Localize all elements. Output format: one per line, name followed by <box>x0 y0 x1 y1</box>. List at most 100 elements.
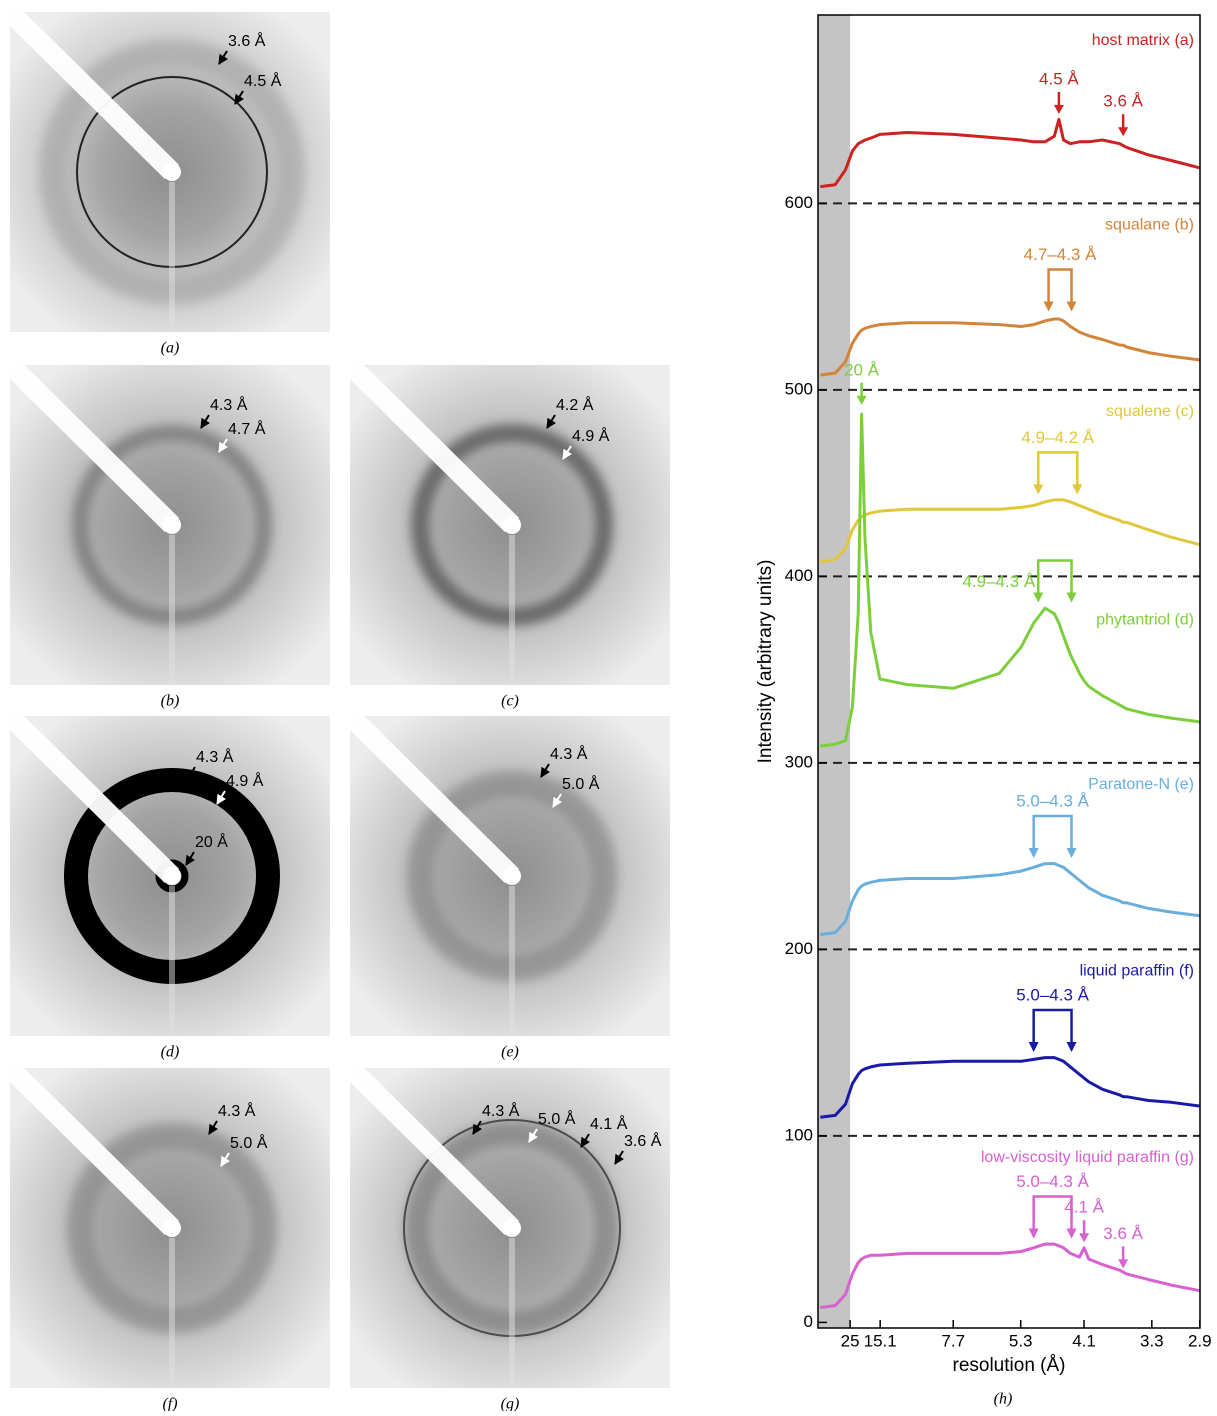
x-tick-label: 5.3 <box>1009 1331 1033 1350</box>
beam-center <box>163 516 181 534</box>
arrow-head <box>1029 848 1039 858</box>
y-axis-label: Intensity (arbitrary units) <box>755 560 776 764</box>
panel-label: (c) <box>501 693 519 710</box>
arrow-head <box>1067 592 1077 602</box>
shaded-region <box>818 15 850 1328</box>
diffraction-panel: 4.3 Å5.0 Å(f) <box>0 1058 330 1411</box>
y-tick-label: 600 <box>785 193 813 212</box>
diffraction-panel: 4.3 Å4.9 Å20 Å(d) <box>0 706 330 1061</box>
annotation-label: 3.6 Å <box>1103 1224 1143 1243</box>
panel-label: (b) <box>161 693 180 710</box>
annotation-label: 4.9–4.2 Å <box>1021 428 1094 447</box>
annotation: 3.6 Å <box>1103 92 1143 137</box>
annotation: 5.0–4.3 Å <box>1016 791 1089 858</box>
y-tick-label: 0 <box>804 1312 813 1331</box>
diffraction-image <box>340 355 670 685</box>
annotation-label: 4.2 Å <box>556 395 594 414</box>
diffraction-panel: 4.3 Å5.0 Å4.1 Å3.6 Å(g) <box>340 1058 670 1411</box>
annotation: 4.7–4.3 Å <box>1024 245 1097 312</box>
arrow-head <box>1044 302 1054 312</box>
arrow-head <box>1067 848 1077 858</box>
panel-label: (f) <box>162 1396 177 1411</box>
y-tick-label: 200 <box>785 939 813 958</box>
annotation-bracket <box>1038 560 1071 600</box>
annotation-label: 5.0 Å <box>230 1133 268 1152</box>
arrow-head <box>1079 1233 1089 1242</box>
series-line <box>820 864 1200 935</box>
annotation-label: 4.5 Å <box>244 71 282 90</box>
annotation-label: 5.0–4.3 Å <box>1016 791 1089 810</box>
annotation-label: 5.0–4.3 Å <box>1016 985 1089 1004</box>
series-label: host matrix (a) <box>1092 32 1194 49</box>
series-label: low-viscosity liquid paraffin (g) <box>981 1149 1194 1166</box>
annotation-label: 4.7–4.3 Å <box>1024 245 1097 264</box>
panel-label: (a) <box>161 340 180 357</box>
annotation-label: 4.3 Å <box>482 1101 520 1120</box>
diffraction-panel: 4.3 Å 5.0 Å (e) <box>340 706 670 1061</box>
beam-center <box>163 1219 181 1237</box>
series-label: squalane (b) <box>1105 217 1194 234</box>
plot-frame <box>818 15 1200 1328</box>
series-label: squalene (c) <box>1106 403 1194 420</box>
annotation-label: 5.0–4.3 Å <box>1016 1172 1089 1191</box>
annotation-label: 4.1 Å <box>590 1114 628 1133</box>
annotation: 3.6 Å <box>1103 1224 1143 1269</box>
annotation-label: 20 Å <box>195 832 228 851</box>
annotation-label: 3.6 Å <box>1103 92 1143 111</box>
x-tick-label: 4.1 <box>1072 1331 1096 1350</box>
annotation: 4.9–4.2 Å <box>1021 428 1094 495</box>
series-label: Paratone-N (e) <box>1088 776 1194 793</box>
x-tick-label: 3.3 <box>1140 1331 1164 1350</box>
panel-label: (e) <box>501 1044 519 1061</box>
y-tick-label: 500 <box>785 379 813 398</box>
series-label: phytantriol (d) <box>1096 612 1194 629</box>
diffraction-panel: 4.3 Å4.7 Å(b) <box>0 355 330 710</box>
diffraction-image <box>0 2 330 332</box>
x-tick-label: 2.9 <box>1188 1331 1212 1350</box>
annotation: 5.0–4.3 Å <box>1016 985 1089 1052</box>
annotation-label: 5.0 Å <box>538 1109 576 1128</box>
arrow-head <box>857 396 867 405</box>
arrow-head <box>1054 105 1064 114</box>
annotation-bracket <box>1034 816 1072 856</box>
beam-center <box>503 1219 521 1237</box>
arrow-head <box>1118 1259 1128 1268</box>
figure: 3.6 Å4.5 Å(a)4.3 Å4.7 Å(b)4.2 Å4.9 Å(c)4… <box>0 0 1217 1411</box>
series-line <box>820 1244 1200 1307</box>
annotation-label: 5.0 Å <box>562 774 600 793</box>
annotation: 4.9–4.3 Å <box>962 560 1076 602</box>
annotation: 4.5 Å <box>1039 69 1079 114</box>
arrow-head <box>1118 127 1128 136</box>
annotation-label: 3.6 Å <box>228 31 266 50</box>
annotation-label: 4.3 Å <box>210 395 248 414</box>
annotation-label: 4.9 Å <box>226 771 264 790</box>
beam-center <box>163 163 181 181</box>
arrow-head <box>1029 1042 1039 1052</box>
annotation-label: 4.3 Å <box>550 744 588 763</box>
annotation-label: 4.9 Å <box>572 426 610 445</box>
arrow-head <box>1033 484 1043 494</box>
annotation-label: 20 Å <box>844 360 880 379</box>
arrow-head <box>1067 302 1077 312</box>
x-tick-label: 15.1 <box>864 1331 897 1350</box>
diffraction-image <box>0 706 330 1036</box>
beam-center <box>503 516 521 534</box>
y-tick-label: 400 <box>785 566 813 585</box>
annotation-label: 4.5 Å <box>1039 69 1079 88</box>
panel-label: (g) <box>501 1396 520 1411</box>
y-tick-label: 100 <box>785 1125 813 1144</box>
annotation-label: 4.9–4.3 Å <box>962 572 1035 591</box>
annotation-bracket <box>1034 1010 1072 1050</box>
arrow-head <box>1067 1042 1077 1052</box>
diffraction-panel: 4.2 Å 4.9 Å (c) <box>340 355 670 710</box>
diffraction-image <box>340 706 670 1036</box>
arrow-head <box>1072 484 1082 494</box>
arrow-head <box>1067 1228 1077 1238</box>
x-tick-label: 25 <box>841 1331 860 1350</box>
beam-center <box>503 867 521 885</box>
series-line <box>820 1058 1200 1118</box>
diffraction-image <box>0 355 330 685</box>
series-line <box>820 119 1200 186</box>
x-axis-label: resolution (Å) <box>953 1355 1066 1376</box>
diffraction-panel: 3.6 Å 4.5 Å (a) <box>0 2 330 357</box>
